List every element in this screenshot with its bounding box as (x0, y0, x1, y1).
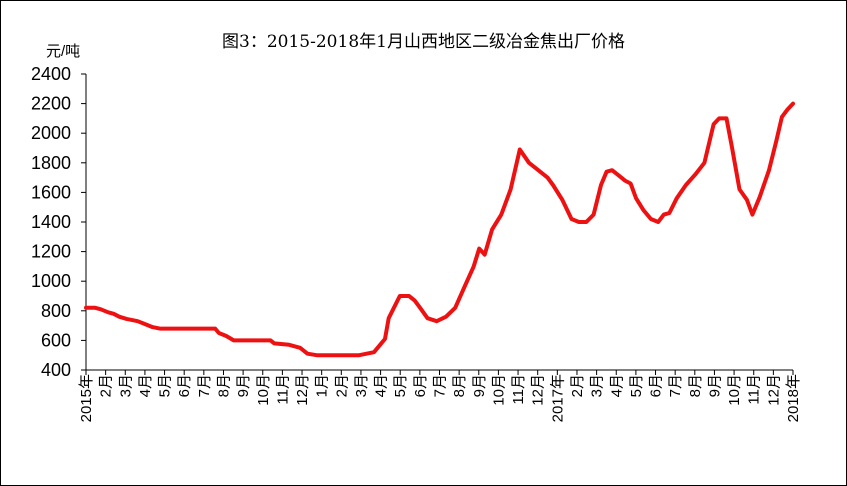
y-tick-label: 1600 (31, 182, 71, 202)
x-tick-label: 8月 (687, 374, 704, 397)
x-tick-label: 4月 (608, 374, 625, 397)
y-tick-label: 400 (41, 360, 71, 380)
x-tick-label: 6月 (412, 374, 429, 397)
x-tick-label: 8月 (451, 374, 468, 397)
x-tick-label: 5月 (628, 374, 645, 397)
x-tick-label: 7月 (196, 374, 213, 397)
x-tick-label: 3月 (117, 374, 134, 397)
x-tick-label: 2018年 (785, 374, 802, 422)
chart-title: 图3：2015-2018年1月山西地区二级冶金焦出厂价格 (222, 32, 625, 52)
x-tick-label: 4月 (373, 374, 390, 397)
y-tick-labels: 400 600 800 1000 1200 1400 1600 1800 2000 2200 240… (31, 64, 71, 380)
x-tick-label: 6月 (176, 374, 193, 397)
x-tick-label: 2月 (569, 374, 586, 397)
x-tick-label: 2017年 (549, 374, 566, 422)
series-group (84, 101, 795, 358)
x-tick-label: 1月 (314, 374, 331, 397)
x-tick-label: 10月 (255, 374, 272, 406)
x-tick-label: 2月 (98, 374, 115, 397)
x-tick-label: 2015年 (78, 374, 95, 422)
x-tick-label: 7月 (432, 374, 449, 397)
x-tick-label: 9月 (706, 374, 723, 397)
price-series-line (84, 101, 795, 358)
y-tick-label: 2000 (31, 123, 71, 143)
x-tick-label: 7月 (667, 374, 684, 397)
axes (81, 73, 794, 375)
y-tick-label: 600 (41, 330, 71, 350)
x-tick-label: 5月 (392, 374, 409, 397)
y-tick-label: 800 (41, 301, 71, 321)
x-tick-label: 2月 (333, 374, 350, 397)
y-tick-label: 1400 (31, 212, 71, 232)
x-tick-label: 3月 (589, 374, 606, 397)
x-tick-label: 10月 (490, 374, 507, 406)
x-tick-label: 5月 (157, 374, 174, 397)
x-tick-label: 3月 (353, 374, 370, 397)
x-tick-label: 8月 (215, 374, 232, 397)
y-tick-label: 1000 (31, 271, 71, 291)
x-tick-label: 12月 (765, 374, 782, 406)
y-tick-label: 1200 (31, 242, 71, 262)
y-tick-label: 2200 (31, 94, 71, 114)
x-tick-label: 4月 (137, 374, 154, 397)
y-tick-label: 2400 (31, 64, 71, 84)
x-tick-label: 12月 (530, 374, 547, 406)
x-tick-label: 11月 (510, 374, 527, 405)
x-tick-label: 12月 (294, 374, 311, 406)
x-tick-label: 11月 (274, 374, 291, 405)
x-tick-label: 9月 (471, 374, 488, 397)
x-tick-label: 9月 (235, 374, 252, 397)
x-tick-labels: 2015年 2月 3月 4月 5月 6月 7月 8月 9月 10月 11月 12月 1月 2月 3月 4月 5月… (78, 374, 802, 422)
x-tick-label: 6月 (648, 374, 665, 397)
y-tick-label: 1800 (31, 153, 71, 173)
x-tick-label: 11月 (746, 374, 763, 405)
y-axis-unit-label: 元/吨 (46, 43, 81, 60)
x-tick-label: 10月 (726, 374, 743, 406)
